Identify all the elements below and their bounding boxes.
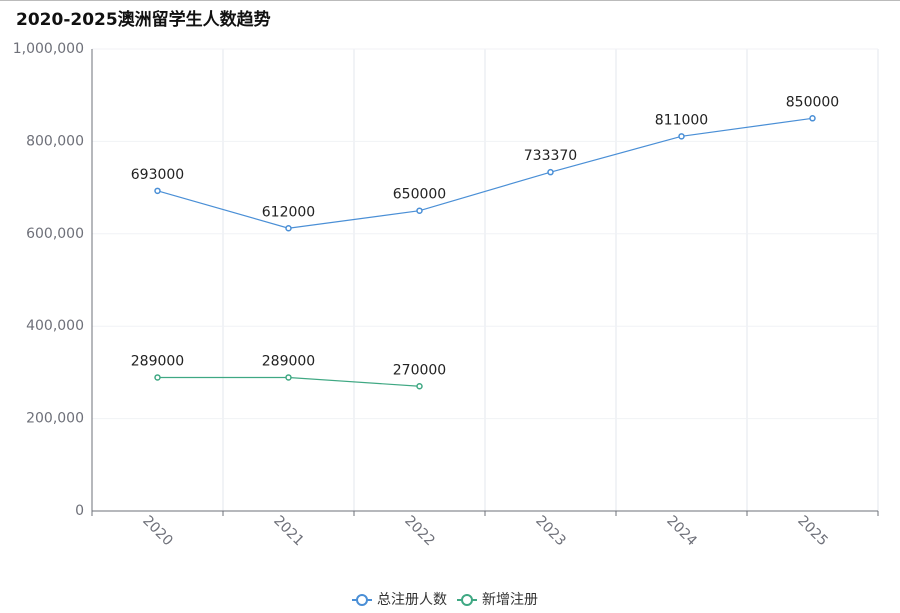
data-point — [678, 133, 685, 140]
data-point — [154, 187, 161, 195]
data-label: 289000 — [262, 353, 315, 369]
data-point — [285, 225, 292, 232]
data-label: 850000 — [786, 94, 839, 110]
data-point — [285, 374, 292, 381]
series-line — [157, 117, 813, 229]
legend-item[interactable]: 新增注册 — [457, 592, 538, 608]
y-tick-label: 0 — [75, 503, 84, 519]
legend-label: 总注册人数 — [377, 592, 447, 608]
data-label: 693000 — [131, 167, 184, 183]
x-tick-label: 2023 — [532, 513, 569, 550]
data-label: 650000 — [393, 187, 446, 203]
chart-title: 2020-2025澳洲留学生人数趋势 — [16, 9, 271, 30]
x-tick-label: 2021 — [270, 513, 307, 550]
data-point — [416, 383, 423, 390]
legend-marker — [461, 594, 473, 606]
data-label: 270000 — [393, 362, 446, 378]
legend-item[interactable]: 总注册人数 — [352, 592, 447, 608]
y-tick-label: 200,000 — [26, 411, 84, 427]
data-point — [154, 374, 161, 381]
data-label: 733370 — [524, 148, 577, 164]
data-label: 289000 — [131, 353, 184, 369]
data-point — [809, 115, 816, 122]
data-label: 811000 — [655, 112, 708, 128]
data-point — [416, 207, 423, 214]
legend-marker — [356, 594, 368, 606]
x-tick-label: 2025 — [794, 513, 831, 550]
y-tick-label: 1,000,000 — [13, 41, 84, 57]
x-tick-label: 2024 — [663, 513, 700, 550]
data-point — [547, 168, 554, 176]
x-tick-label: 2022 — [401, 513, 438, 550]
legend-label: 新增注册 — [482, 592, 538, 608]
x-tick-label: 2020 — [139, 513, 176, 550]
y-tick-label: 800,000 — [26, 133, 84, 149]
y-tick-label: 600,000 — [26, 226, 84, 242]
y-tick-label: 400,000 — [26, 318, 84, 334]
data-label: 612000 — [262, 204, 315, 220]
